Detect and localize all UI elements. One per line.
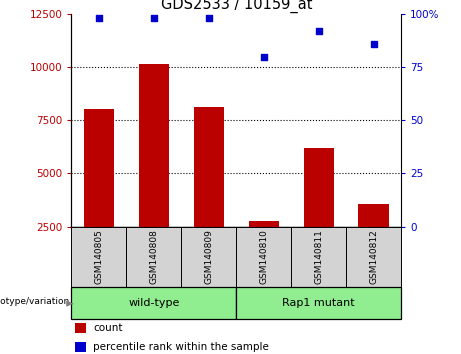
Bar	[359, 204, 389, 227]
Bar	[248, 221, 279, 227]
Text: GSM140812: GSM140812	[369, 229, 378, 284]
Text: Rap1 mutant: Rap1 mutant	[282, 298, 355, 308]
Bar	[75, 323, 86, 333]
Point	[260, 54, 267, 59]
Text: GSM140805: GSM140805	[95, 229, 103, 284]
Bar	[291, 227, 346, 287]
Bar	[194, 107, 224, 227]
Bar	[346, 227, 401, 287]
Bar	[71, 227, 126, 287]
Text: genotype/variation: genotype/variation	[0, 297, 69, 306]
Text: count: count	[93, 323, 122, 333]
Bar	[75, 342, 86, 352]
Bar	[84, 109, 114, 227]
Bar	[236, 287, 401, 319]
Title: GDS2533 / 10159_at: GDS2533 / 10159_at	[160, 0, 312, 13]
Bar	[71, 287, 236, 319]
Text: percentile rank within the sample: percentile rank within the sample	[93, 342, 269, 352]
Bar	[236, 227, 291, 287]
Bar	[139, 64, 169, 227]
Text: wild-type: wild-type	[128, 298, 179, 308]
Point	[315, 28, 322, 34]
Text: GSM140809: GSM140809	[204, 229, 213, 284]
Point	[150, 16, 158, 21]
Text: GSM140811: GSM140811	[314, 229, 323, 284]
Text: GSM140808: GSM140808	[149, 229, 159, 284]
Point	[95, 16, 103, 21]
Bar	[181, 227, 236, 287]
Point	[205, 16, 213, 21]
Bar	[303, 148, 334, 227]
Bar	[126, 227, 181, 287]
Text: GSM140810: GSM140810	[259, 229, 268, 284]
Point	[370, 41, 377, 47]
